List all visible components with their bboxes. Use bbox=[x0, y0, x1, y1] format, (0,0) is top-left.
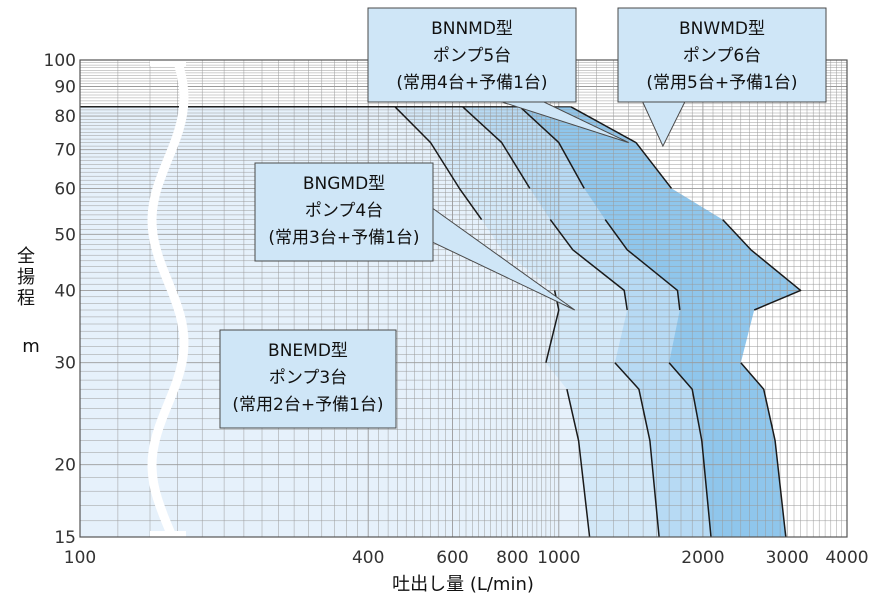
series-4-curve-2 bbox=[722, 219, 802, 311]
x-tick-labels: 100 400 600 800 1000 2000 3000 4000 bbox=[64, 548, 869, 568]
y-tick-label: 70 bbox=[54, 141, 76, 161]
series-2-curve-2 bbox=[549, 219, 628, 311]
callout-line-3: (常用4台+予備1台) bbox=[396, 73, 547, 93]
x-tick-label: 1000 bbox=[537, 548, 580, 568]
grid-lines bbox=[80, 60, 847, 537]
callout-line-1: BNNMD型 bbox=[431, 19, 513, 39]
y-axis-title-char-3: 程 bbox=[17, 288, 35, 309]
y-axis-unit: m bbox=[22, 336, 40, 357]
y-tick-label: 90 bbox=[54, 78, 76, 98]
y-tick-label: 30 bbox=[54, 354, 76, 374]
callout-line-3: (常用3台+予備1台) bbox=[268, 228, 419, 248]
series-2-curve-3 bbox=[462, 106, 531, 189]
axis-break-wave bbox=[147, 53, 189, 541]
y-tick-label: 40 bbox=[54, 281, 76, 301]
callout-box bbox=[617, 7, 827, 103]
callout-box bbox=[219, 329, 397, 429]
y-tick-label: 20 bbox=[54, 456, 76, 476]
series-3-curve-2 bbox=[604, 219, 681, 311]
x-tick-label: 400 bbox=[352, 548, 384, 568]
x-tick-label: 3000 bbox=[766, 548, 809, 568]
series-1-curve-3 bbox=[394, 106, 483, 221]
y-tick-labels: 15 20 30 40 50 60 70 80 90 100 bbox=[44, 51, 76, 548]
series-3-curve-3 bbox=[519, 106, 585, 189]
callout-line-2: ポンプ6台 bbox=[683, 46, 761, 66]
series-2-curve-1 bbox=[614, 362, 660, 537]
callout-line-3: (常用5台+予備1台) bbox=[646, 73, 797, 93]
x-tick-label: 100 bbox=[64, 548, 96, 568]
callout-line-3: (常用2台+予備1台) bbox=[232, 395, 383, 415]
callout-line-1: BNWMD型 bbox=[679, 19, 765, 39]
x-axis-title: 吐出し量 (L/min) bbox=[392, 574, 534, 595]
y-tick-label: 100 bbox=[44, 51, 76, 71]
y-tick-label: 50 bbox=[54, 225, 76, 245]
callout-line-1: BNEMD型 bbox=[268, 341, 348, 361]
x-tick-label: 800 bbox=[496, 548, 528, 568]
callout-line-2: ポンプ4台 bbox=[305, 201, 383, 221]
y-tick-label: 15 bbox=[54, 528, 76, 548]
callout-box bbox=[254, 162, 434, 262]
performance-curves bbox=[80, 106, 802, 537]
x-tick-label: 4000 bbox=[825, 548, 868, 568]
series-4-curve-1 bbox=[740, 362, 787, 537]
series-4-curve-3 bbox=[570, 106, 673, 189]
y-tick-label: 60 bbox=[54, 179, 76, 199]
x-tick-label: 2000 bbox=[681, 548, 724, 568]
series-3-curve-1 bbox=[668, 362, 712, 537]
y-tick-label: 80 bbox=[54, 107, 76, 127]
y-axis-title-char-1: 全 bbox=[17, 246, 35, 267]
series-1-curve-1 bbox=[566, 389, 591, 537]
callout-line-2: ポンプ3台 bbox=[269, 368, 347, 388]
callout-line-2: ポンプ5台 bbox=[433, 46, 511, 66]
callout-line-1: BNGMD型 bbox=[303, 174, 385, 194]
x-tick-label: 600 bbox=[436, 548, 468, 568]
callout-box bbox=[367, 7, 577, 103]
y-axis-title-char-2: 揚 bbox=[17, 267, 35, 288]
